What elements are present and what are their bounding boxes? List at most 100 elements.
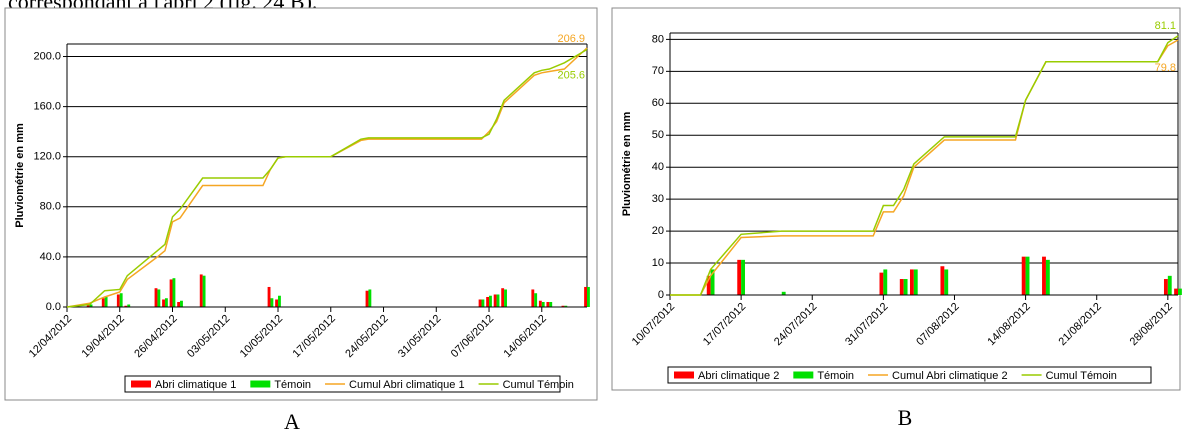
bar	[706, 275, 711, 295]
bar	[124, 305, 128, 307]
bar	[486, 296, 490, 307]
bar	[899, 279, 904, 295]
legend-swatch	[131, 380, 151, 388]
bar	[561, 305, 565, 307]
bar	[903, 279, 908, 295]
bar	[913, 269, 918, 295]
bar	[944, 269, 949, 295]
y-axis-label: Pluviométrie en mm	[14, 123, 26, 228]
bar	[538, 300, 542, 307]
bar	[127, 304, 131, 307]
legend-label: Cumul Abri climatique 2	[892, 370, 1008, 382]
legend-swatch	[250, 380, 271, 388]
y-tick-label: 200.0	[33, 50, 61, 62]
y-tick-label: 0	[658, 289, 664, 301]
bar	[883, 269, 888, 295]
bar	[1167, 275, 1172, 295]
bar	[534, 293, 538, 307]
chart-frame	[4, 7, 598, 401]
end-value-label: 205.6	[557, 69, 585, 81]
bar	[1042, 256, 1046, 295]
bar	[177, 301, 181, 307]
bar	[104, 296, 108, 307]
legend-label: Témoin	[817, 370, 854, 382]
bar	[481, 299, 485, 307]
legend-label: Témoin	[274, 379, 311, 391]
bar	[1025, 256, 1030, 295]
bar	[1045, 259, 1050, 295]
bar	[496, 294, 500, 307]
bar	[368, 289, 372, 307]
bar	[199, 274, 203, 307]
bar	[89, 304, 93, 307]
bar	[478, 299, 482, 307]
bar	[541, 301, 545, 307]
legend-swatch	[674, 371, 694, 379]
y-tick-label: 10	[652, 257, 664, 269]
legend-label: Cumul Témoin	[1046, 370, 1117, 382]
y-tick-label: 20	[652, 225, 664, 237]
legend-label: Cumul Abri climatique 1	[349, 379, 465, 391]
bar	[940, 266, 945, 295]
y-tick-label: 50	[652, 129, 664, 141]
cumul-line	[66, 48, 588, 308]
bar	[1178, 288, 1182, 295]
bar	[879, 272, 884, 295]
y-axis-label: Pluviométrie en mm	[621, 112, 633, 217]
bar	[164, 298, 168, 307]
cumul-line	[670, 35, 1179, 296]
bar	[116, 294, 120, 307]
bar	[531, 289, 535, 307]
bar	[1174, 288, 1178, 295]
y-tick-label: 40.0	[40, 251, 61, 263]
y-tick-label: 80.0	[40, 201, 61, 213]
y-tick-label: 0.0	[46, 301, 61, 313]
y-tick-label: 120.0	[33, 151, 61, 163]
legend-label: Abri climatique 2	[698, 370, 779, 382]
y-tick-label: 80	[652, 33, 664, 45]
legend-swatch	[793, 371, 814, 379]
legend-label: Abri climatique 1	[155, 379, 236, 391]
bar	[710, 269, 715, 295]
bar	[119, 293, 123, 307]
y-tick-label: 40	[652, 161, 664, 173]
bar	[278, 295, 281, 307]
bar	[202, 275, 206, 307]
y-tick-label: 160.0	[33, 101, 61, 113]
bar	[101, 298, 105, 307]
bar	[267, 286, 271, 307]
bar	[275, 299, 279, 307]
bar	[737, 259, 742, 295]
legend-label: Cumul Témoin	[503, 379, 574, 391]
chart-caption: B	[898, 405, 913, 430]
bar	[546, 301, 550, 307]
bar	[587, 286, 590, 307]
bar	[489, 295, 492, 307]
bar	[909, 269, 914, 295]
y-tick-label: 30	[652, 193, 664, 205]
bar	[1163, 279, 1168, 295]
bar	[504, 289, 507, 307]
bar	[781, 291, 786, 295]
chart-caption: A	[284, 409, 300, 434]
bar	[180, 300, 183, 307]
bar	[169, 279, 173, 307]
bar	[270, 298, 274, 307]
bar	[549, 301, 553, 307]
y-tick-label: 60	[652, 97, 664, 109]
bar	[501, 288, 505, 307]
bar	[493, 294, 497, 307]
bar	[365, 290, 369, 307]
bar	[564, 305, 568, 307]
bar	[157, 289, 161, 307]
y-tick-label: 70	[652, 65, 664, 77]
bar	[172, 278, 176, 307]
legend-box	[667, 366, 1152, 384]
end-value-label: 206.9	[557, 33, 585, 45]
end-value-label: 79.8	[1155, 62, 1176, 74]
bar	[1021, 256, 1026, 295]
bar	[584, 286, 587, 307]
end-value-label: 81.1	[1155, 20, 1176, 32]
bar	[162, 299, 165, 307]
